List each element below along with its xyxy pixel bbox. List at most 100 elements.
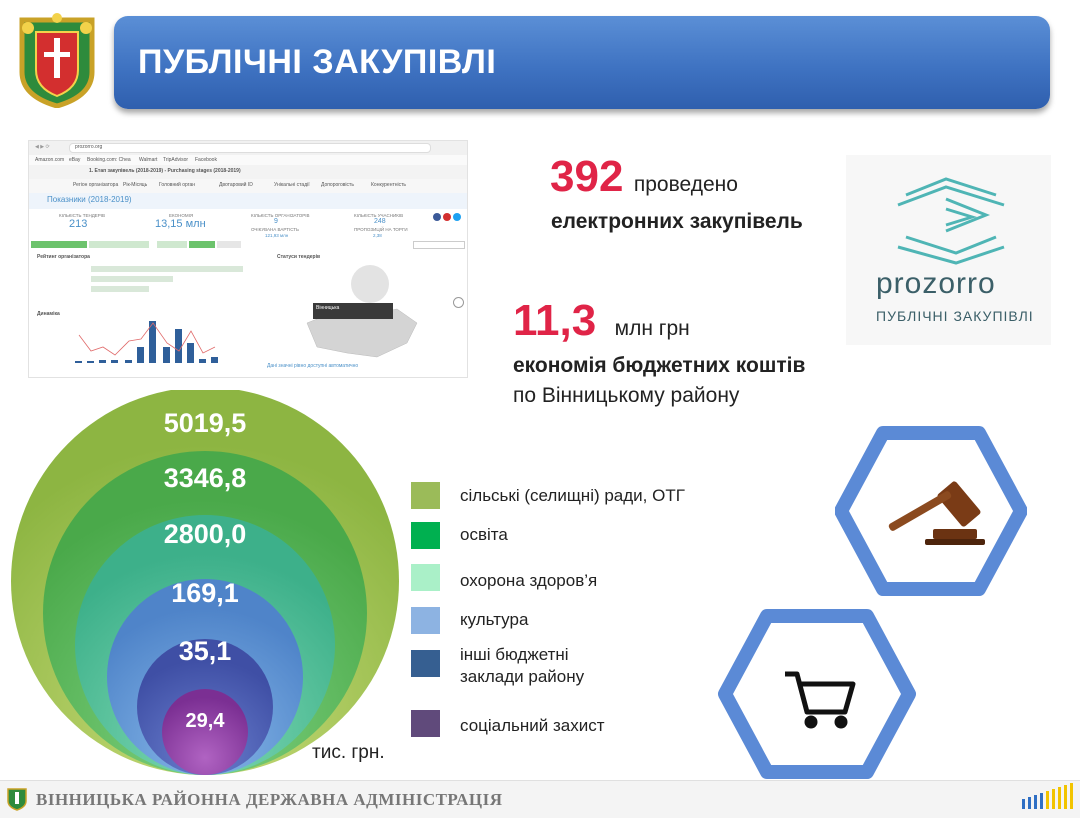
compass-icon[interactable]	[453, 297, 464, 308]
header-banner: ПУБЛІЧНІ ЗАКУПІВЛІ	[114, 16, 1050, 109]
prozorro-wordmark: prozorro	[876, 267, 996, 300]
value-culture: 169,1	[171, 578, 239, 608]
savings-unit: млн грн	[614, 317, 690, 340]
procurements-subtext: електронних закупівель	[551, 210, 803, 233]
legend-label: соціальний захист	[460, 716, 605, 735]
bookmark[interactable]: eBay	[69, 157, 81, 163]
section-title: Динаміка	[37, 311, 60, 317]
section-title: Статуси тендерів	[277, 254, 321, 260]
prozorro-logo: prozorro ПУБЛІЧНІ ЗАКУПІВЛІ	[846, 155, 1051, 345]
status-button[interactable]	[157, 241, 187, 248]
savings-value: 11,3	[513, 296, 597, 345]
coat-of-arms-icon	[19, 13, 95, 108]
legend-swatch	[411, 607, 440, 634]
rating-bar	[91, 276, 173, 282]
bookmark[interactable]: Facebook	[195, 157, 217, 163]
savings-region: по Вінницькому району	[513, 384, 740, 407]
prozorro-subtitle: ПУБЛІЧНІ ЗАКУПІВЛІ	[876, 308, 1034, 324]
legend-swatch	[411, 710, 440, 737]
units-label: тис. грн.	[312, 742, 385, 763]
filter-item[interactable]: Унікальні стадії	[274, 182, 310, 188]
stat-value: 13,15 млн	[155, 218, 206, 230]
page-title: ПУБЛІЧНІ ЗАКУПІВЛІ	[138, 43, 497, 81]
rating-bar	[91, 286, 149, 292]
footer-coat-icon	[7, 788, 27, 811]
stat-label: ОЧІКУВАНА ВАРТІСТЬ	[251, 227, 299, 232]
stat-label: КІЛЬКІСТЬ УЧАСНИКІВ	[354, 213, 404, 218]
panel-header: Показники (2018-2019)	[29, 193, 467, 209]
filters-bar: Регіон організатора Рік-Місяць Головний …	[29, 179, 467, 194]
bookmark[interactable]: Walmart	[139, 157, 158, 163]
stat-label: КІЛЬКІСТЬ ОРГАНІЗАТОРІВ	[251, 213, 310, 218]
youtube-icon[interactable]	[443, 213, 451, 221]
panel-title: Показники (2018-2019)	[47, 195, 132, 204]
value-other-institutions: 35,1	[178, 636, 232, 666]
dashboard-screenshot: ◀ ▶ ⟳ prozorro.org Amazon.com eBay Booki…	[28, 140, 468, 378]
filter-item[interactable]: Регіон організатора	[73, 182, 119, 188]
legend-swatch	[411, 522, 440, 549]
gavel-hexagon	[835, 426, 1027, 596]
filter-item[interactable]: Головний орган	[159, 182, 196, 188]
legend-label: охорона здоров’я	[460, 571, 598, 590]
stat-value: 121,93 млн	[265, 233, 289, 238]
value-healthcare: 2800,0	[163, 519, 247, 549]
filter-item[interactable]: Двотаровий ID	[219, 182, 253, 188]
dynamics-chart	[75, 321, 218, 363]
legend-label: сільські (селищні) ради, ОТГ	[460, 486, 685, 505]
status-button[interactable]	[89, 241, 149, 248]
value-education: 3346,8	[163, 463, 247, 493]
filter-item[interactable]: Допороговість	[321, 182, 354, 188]
savings-block: 11,3 млн грн	[513, 296, 690, 346]
savings-text: економія бюджетних коштів	[513, 354, 806, 377]
status-button[interactable]	[31, 241, 87, 248]
legend-label: культура	[460, 610, 529, 629]
legend-swatch	[411, 564, 440, 591]
facebook-icon[interactable]	[433, 213, 441, 221]
legend-swatch	[411, 482, 440, 509]
shopping-cart-icon	[785, 671, 856, 729]
report-tab-title: 1. Етап закупівель (2018-2019) - Purchas…	[89, 168, 241, 174]
bookmark[interactable]: TripAdvisor	[163, 157, 189, 163]
legend-label-line2: заклади району	[460, 667, 585, 686]
gavel-icon	[888, 481, 985, 545]
region-map	[306, 303, 418, 358]
footer-text: ВІННИЦЬКА РАЙОННА ДЕРЖАВНА АДМІНІСТРАЦІЯ	[36, 790, 503, 809]
status-buttons	[31, 241, 241, 248]
footer: ВІННИЦЬКА РАЙОННА ДЕРЖАВНА АДМІНІСТРАЦІЯ	[0, 780, 1080, 818]
bars-logo-icon	[1022, 783, 1073, 809]
report-tabs-bar: 1. Етап закупівель (2018-2019) - Purchas…	[29, 165, 467, 180]
map-tooltip: Вінницька	[316, 305, 340, 311]
value-village-councils: 5019,5	[163, 408, 247, 438]
prozorro-mark-icon	[897, 177, 1005, 265]
footnote: Дані значні рівно доступні автоматично	[267, 363, 359, 369]
dropdown[interactable]	[413, 241, 465, 249]
stat-value: 248	[374, 218, 386, 225]
legend-label: інші бюджетні	[460, 645, 569, 664]
browser-toolbar: ◀ ▶ ⟳ prozorro.org	[29, 141, 467, 156]
filter-item[interactable]: Конкурентність	[371, 182, 407, 188]
bookmark[interactable]: Amazon.com	[35, 157, 65, 163]
value-social-protection: 29,4	[185, 710, 225, 732]
nested-circles-chart	[11, 390, 399, 775]
status-button[interactable]	[217, 241, 241, 248]
stat-value: 213	[69, 218, 88, 230]
stat-label: ПРОПОЗИЦІЙ НА ТОРГИ	[354, 227, 408, 232]
procurements-count-block: 392 проведено	[550, 152, 738, 202]
twitter-icon[interactable]	[453, 213, 461, 221]
cart-hexagon	[718, 609, 916, 779]
stat-label: КІЛЬКІСТЬ ТЕНДЕРІВ	[59, 213, 106, 218]
filter-item[interactable]: Рік-Місяць	[123, 182, 148, 188]
section-title: Рейтинг організатора	[37, 254, 90, 260]
legend-label: освіта	[460, 525, 508, 544]
bookmark[interactable]: Booking.com: Chea	[87, 157, 131, 163]
circle-social-protection	[162, 689, 248, 775]
status-button[interactable]	[189, 241, 215, 248]
stat-label: ЕКОНОМІЯ	[169, 213, 194, 218]
status-donut	[351, 265, 389, 303]
legend-swatch	[411, 650, 440, 677]
url-text: prozorro.org	[75, 144, 103, 150]
procurements-count: 392	[550, 152, 624, 201]
rating-bar	[91, 266, 243, 272]
procurements-text: проведено	[633, 173, 738, 196]
stat-value: 2,38	[373, 233, 382, 238]
